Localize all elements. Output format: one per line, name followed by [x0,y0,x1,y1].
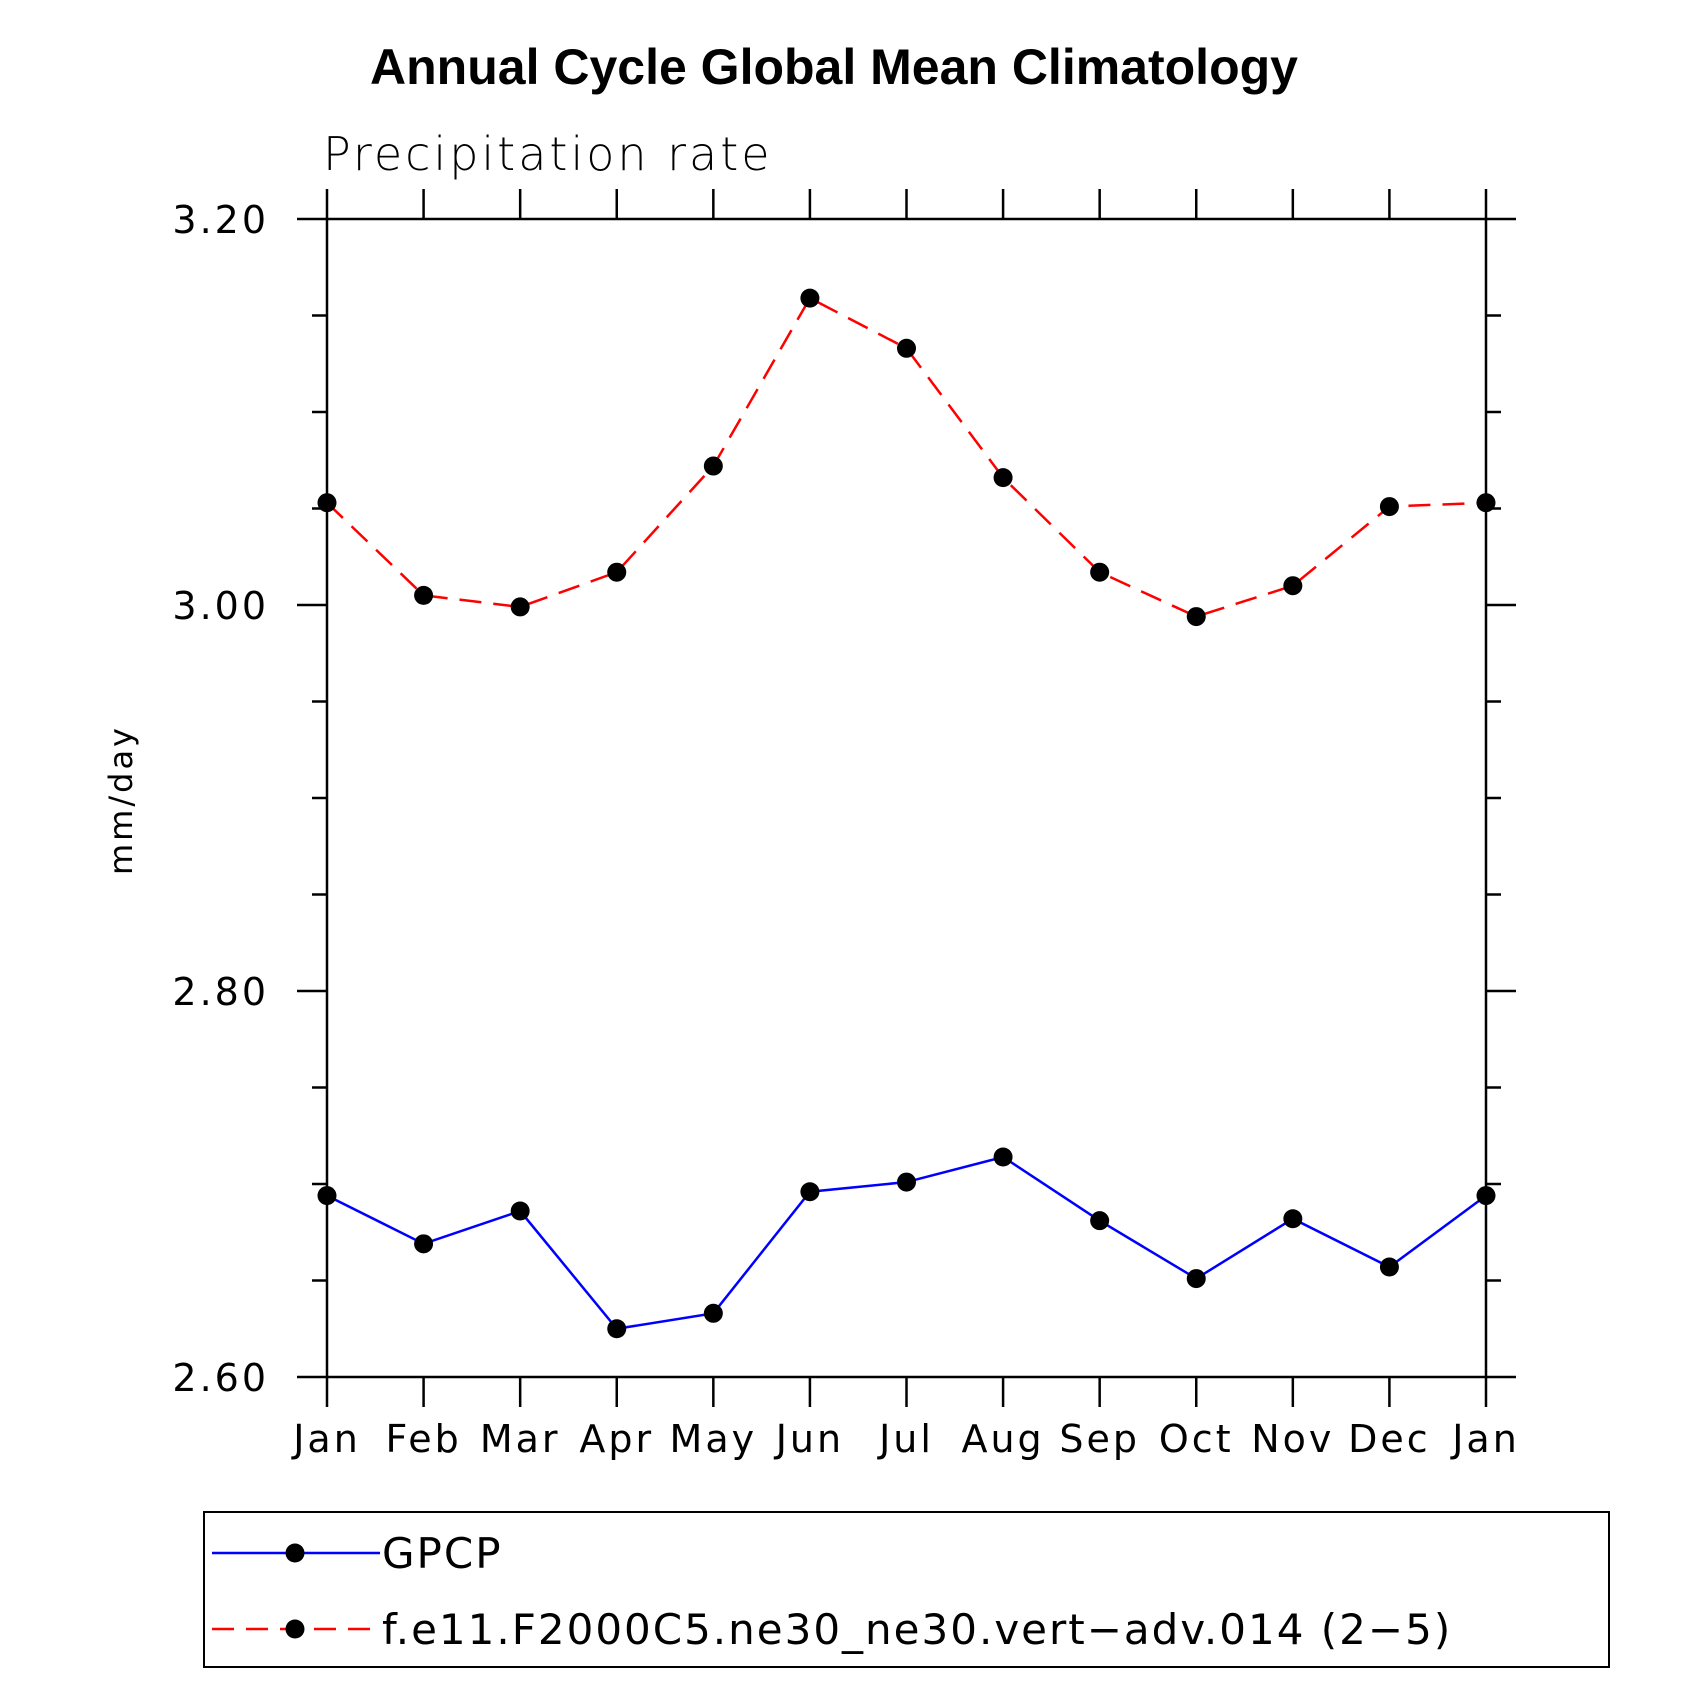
series-2-point [897,338,916,358]
legend-box [203,1511,1610,1668]
series-2-point [1379,497,1399,517]
series-2-point [1090,562,1110,582]
series-1-point [1379,1257,1399,1277]
series-2-point [703,456,723,476]
legend-marker-2 [285,1619,305,1639]
y-tick-label: 3.20 [172,198,269,242]
series-1-point [1283,1209,1303,1229]
y-tick-label: 2.60 [172,1356,269,1400]
series-2-point [1186,607,1206,627]
x-tick-label: May [670,1417,758,1461]
y-axis-label: mm/day [102,725,140,875]
series-2-point [1283,576,1303,596]
legend-label-2: f.e11.F2000C5.ne30_ne30.vert−adv.014 (2−… [382,1605,1452,1654]
x-tick-label: Jan [1450,1417,1520,1461]
series-1-point [317,1186,337,1206]
series-2-point [317,493,337,513]
x-tick-label: Apr [579,1417,654,1461]
x-tick-label: Jan [291,1417,361,1461]
series-1-point [897,1172,916,1192]
y-tick-label: 2.80 [172,970,269,1014]
legend-marker-1 [285,1543,305,1563]
chart-title: Annual Cycle Global Mean Climatology [370,39,1298,95]
x-tick-label: Oct [1159,1417,1234,1461]
series-1-point [703,1303,723,1323]
series-2-point [1476,493,1496,513]
y-tick-label: 3.00 [172,584,269,628]
x-tick-label: Jun [774,1417,844,1461]
x-tick-label: Feb [385,1417,461,1461]
series-1-point [1476,1186,1496,1206]
series-2-point [993,468,1013,488]
legend-label-1: GPCP [382,1529,503,1578]
y-axis-ticks: 2.60 2.80 3.00 3.20 [172,198,1516,1400]
x-tick-label: Mar [480,1417,561,1461]
chart-subtitle: Precipitation rate [323,127,773,181]
series-1-point [607,1319,627,1339]
series-1-point [1186,1269,1206,1289]
x-axis-ticks: Jan Feb Mar Apr May Jun Jul Aug Sep Oct Nov Dec Jan [291,189,1520,1461]
series-2-point [414,585,434,605]
x-tick-label: Aug [961,1417,1044,1461]
x-tick-label: Nov [1251,1417,1334,1461]
series-1-point [993,1147,1013,1167]
series-1-point [1090,1211,1110,1231]
legend: GPCP f.e11.F2000C5.ne30_ne30.vert−adv.014… [212,1529,1452,1654]
x-tick-label: Jul [877,1417,934,1461]
series-layer [317,288,1496,1339]
series-2-point [510,597,530,617]
series-1-point [800,1182,820,1202]
x-tick-label: Dec [1348,1417,1431,1461]
series-2-point [800,288,820,308]
x-tick-label: Sep [1059,1417,1140,1461]
series-1-point [510,1201,530,1221]
plot-frame [325,217,1488,1379]
series-2-point [607,562,627,582]
series-1-point [414,1234,434,1254]
